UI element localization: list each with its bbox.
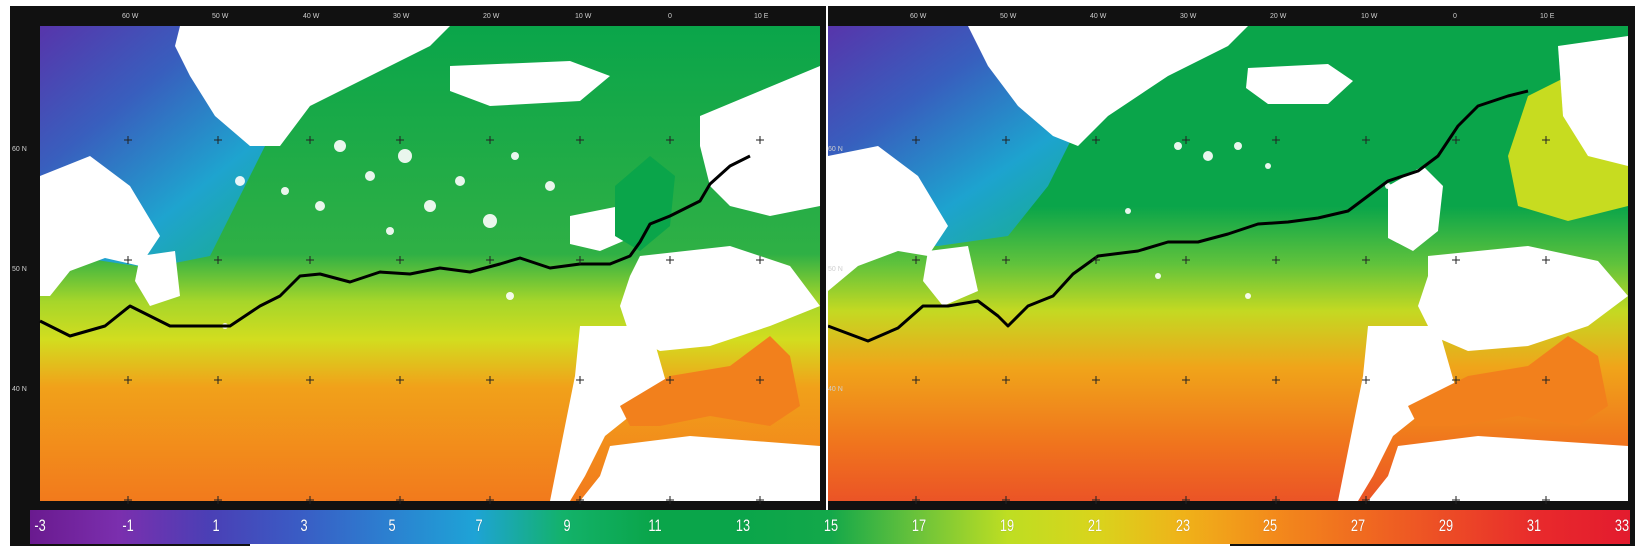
colorbar-tick-label: 23 xyxy=(1175,516,1190,535)
map-right-lat-label: 50 N xyxy=(828,266,843,273)
colorbar-tick-label: 31 xyxy=(1527,516,1542,535)
map-right-lon-label: 10 W xyxy=(1361,13,1378,20)
map-right-lon-label: 60 W xyxy=(910,13,927,20)
map-right-greenland xyxy=(968,26,1248,146)
map-right-lon-label: 20 W xyxy=(1270,13,1287,20)
map-right-lon-label: 50 W xyxy=(1000,13,1017,20)
colorbar-baseline xyxy=(250,544,1230,548)
map-right-africa xyxy=(1368,436,1628,501)
map-left-lon-label: 40 W xyxy=(303,13,320,20)
map-right-iberia xyxy=(1338,326,1458,501)
figure: 60 W 50 W 40 W 30 W 20 W 10 W 0 10 E 60 … xyxy=(10,6,1635,546)
map-left-british-isles xyxy=(615,156,675,251)
colorbar-tick-label: 3 xyxy=(300,516,308,535)
map-left-front-line xyxy=(39,154,751,338)
map-left-north-america xyxy=(40,156,160,296)
colorbar-tick-label: 13 xyxy=(736,516,751,535)
map-right-front-line xyxy=(828,89,1529,343)
colorbar-tick-label: 21 xyxy=(1087,516,1102,535)
colorbar-tick-label: 29 xyxy=(1439,516,1454,535)
colorbar-tick-label: 5 xyxy=(387,516,396,535)
map-left-lon-label: 10 E xyxy=(754,13,769,20)
map-left-iberia-africa xyxy=(620,246,820,351)
map-right-cloud-speckles xyxy=(1125,142,1391,299)
map-left-lon-label: 60 W xyxy=(122,13,139,20)
colorbar-tick-label: 25 xyxy=(1263,516,1278,535)
map-panel-left: 60 W 50 W 40 W 30 W 20 W 10 W 0 10 E 60 … xyxy=(10,6,826,546)
colorbar-tick-label: 33 xyxy=(1614,516,1630,535)
colorbar-tick-label: 19 xyxy=(999,516,1014,535)
colorbar-tick-label: -3 xyxy=(34,516,46,535)
colorbar-tick-label: 27 xyxy=(1351,516,1366,535)
map-right-lat-label: 40 N xyxy=(828,386,843,393)
map-left-lon-label: 0 xyxy=(668,13,672,20)
map-right-lon-label: 0 xyxy=(1453,13,1457,20)
map-right-cloud-1 xyxy=(1246,64,1353,104)
map-right-svg xyxy=(828,26,1628,504)
colorbar-bar xyxy=(30,510,1630,544)
map-right-lat-label: 60 N xyxy=(828,146,843,153)
map-right-mediterranean xyxy=(1408,336,1608,426)
map-left-iberia xyxy=(550,326,670,501)
map-left-lon-label: 10 W xyxy=(575,13,592,20)
colorbar xyxy=(30,510,1630,544)
map-left-lat-label: 40 N xyxy=(12,386,27,393)
map-left-svg xyxy=(39,26,820,504)
map-right-north-america xyxy=(828,146,948,291)
map-right-iberia-africa xyxy=(1418,246,1628,351)
colorbar-tick-label: 9 xyxy=(563,516,571,535)
map-left-cloud-1 xyxy=(450,61,610,106)
map-panel-right: 60 W 50 W 40 W 30 W 20 W 10 W 0 10 E 60 … xyxy=(828,6,1635,546)
map-left-lat-label: 50 N xyxy=(12,266,27,273)
map-right-scandinavia xyxy=(1558,36,1628,166)
map-left-lon-label: 20 W xyxy=(483,13,500,20)
map-left-grid xyxy=(124,136,764,504)
map-left-lon-label: 30 W xyxy=(393,13,410,20)
map-right-lon-label: 30 W xyxy=(1180,13,1197,20)
map-right-grid xyxy=(912,136,1550,504)
map-left-newfoundland xyxy=(135,251,180,306)
map-left-lat-label: 60 N xyxy=(12,146,27,153)
colorbar-tick-label: 7 xyxy=(475,516,483,535)
map-left-greenland xyxy=(175,26,450,146)
colorbar-tick-label: -1 xyxy=(122,516,134,535)
map-left-africa xyxy=(580,436,820,501)
map-right-british-isles xyxy=(1388,166,1443,251)
colorbar-tick-label: 11 xyxy=(648,516,662,535)
map-left-lon-label: 50 W xyxy=(212,13,229,20)
map-left-mediterranean xyxy=(620,336,800,426)
colorbar-tick-label: 15 xyxy=(823,516,839,535)
colorbar-tick-label: 1 xyxy=(212,516,220,535)
map-left-cloud-speckles xyxy=(222,140,555,329)
map-right-lon-label: 10 E xyxy=(1540,13,1555,20)
colorbar-tick-label: 17 xyxy=(911,516,926,535)
map-right-lon-label: 40 W xyxy=(1090,13,1107,20)
map-right-newfoundland xyxy=(923,246,978,306)
